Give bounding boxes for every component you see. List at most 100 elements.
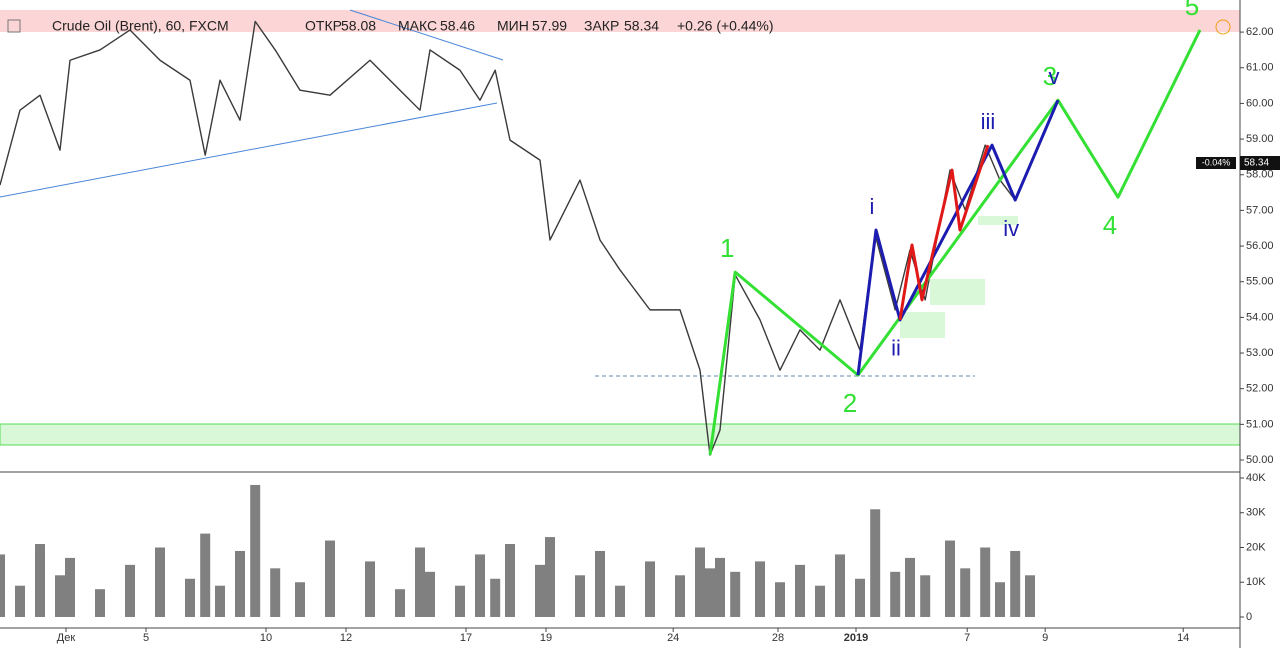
wave-line — [708, 29, 1202, 456]
symbol: Crude Oil (Brent), 60, FXCM — [52, 18, 229, 34]
volume-bar — [855, 578, 865, 617]
volume-bar — [475, 554, 485, 617]
change-badge: -0.04% — [1202, 157, 1231, 167]
volume-bar — [250, 484, 261, 617]
volume-bar — [835, 554, 845, 617]
volume-bar — [695, 547, 705, 617]
wave-label: 1 — [720, 233, 734, 263]
y-tick-label: 53.00 — [1246, 347, 1274, 359]
volume-bar — [730, 571, 741, 617]
x-tick-label: 5 — [143, 632, 149, 644]
volume-bar — [15, 585, 25, 617]
y-tick-label: 58.00 — [1246, 169, 1274, 181]
close-label: ЗАКР — [584, 18, 619, 34]
alert-icon[interactable] — [1215, 19, 1231, 35]
y-tick-label: 52.00 — [1246, 383, 1274, 395]
volume-bar — [615, 585, 625, 617]
volume-bar — [960, 568, 971, 617]
volume-bar — [215, 585, 225, 617]
y-tick-label: 51.00 — [1246, 418, 1274, 430]
y-tick-label: 60.00 — [1246, 97, 1274, 109]
x-tick-label: 9 — [1042, 632, 1048, 644]
x-tick-label: 14 — [1177, 632, 1189, 644]
volume-bar — [890, 571, 901, 617]
x-tick-label: 12 — [340, 632, 352, 644]
change: +0.26 (+0.44%) — [677, 18, 774, 34]
y-tick-label: 59.00 — [1246, 133, 1274, 145]
wave-label: 3 — [1043, 61, 1057, 91]
wave-line — [856, 99, 1060, 376]
volume-bar — [455, 585, 465, 617]
y-tick-label: 61.00 — [1246, 62, 1274, 74]
volume-bar — [415, 547, 425, 617]
x-tick-label: 10 — [260, 632, 272, 644]
volume-bar — [715, 557, 725, 617]
open: 58.08 — [341, 18, 376, 34]
volume-bar — [675, 575, 685, 617]
wave-label: ii — [891, 336, 901, 361]
volume-bar — [645, 561, 655, 617]
price-badge-bg — [1240, 156, 1280, 170]
close: 58.34 — [624, 18, 659, 34]
volume-bar — [795, 564, 805, 617]
volume-bar — [945, 540, 955, 617]
y-tick-label: 56.00 — [1246, 240, 1274, 252]
y-tick-label: 20K — [1246, 541, 1266, 553]
volume-bar — [95, 589, 105, 617]
wave-label: 2 — [843, 388, 857, 418]
volume-bar — [535, 564, 545, 617]
wave-label: iii — [981, 109, 996, 134]
wave-line — [898, 144, 990, 321]
change-badge-bg — [1196, 157, 1236, 169]
wave-label: 5 — [1185, 0, 1199, 21]
volume-bar — [775, 582, 785, 617]
y-tick-label: 30K — [1246, 507, 1266, 519]
wave-label: v — [1049, 64, 1060, 89]
volume-bar — [575, 575, 585, 617]
wave-label: iv — [1003, 216, 1019, 241]
high-label: МАКС — [398, 18, 437, 34]
volume-bar — [295, 582, 305, 617]
y-tick-label: 40K — [1246, 472, 1266, 484]
y-tick-label: 57.00 — [1246, 204, 1274, 216]
volume-bar — [1025, 575, 1035, 617]
volume-bar — [905, 557, 915, 617]
volume-bar — [270, 568, 281, 617]
volume-bar — [980, 547, 991, 617]
volume-bar — [35, 544, 45, 617]
low-label: МИН — [497, 18, 529, 34]
high: 58.46 — [440, 18, 475, 34]
x-tick-label: 17 — [460, 632, 472, 644]
volume-bar — [325, 540, 335, 617]
price-line — [0, 20, 1031, 456]
volume-bar — [705, 568, 715, 617]
x-tick-label: 19 — [540, 632, 552, 644]
volume-bar — [200, 533, 211, 617]
volume-bar — [870, 509, 881, 617]
zone — [930, 279, 985, 305]
y-tick-label: 0 — [1246, 611, 1252, 623]
wave-label: 4 — [1103, 210, 1117, 240]
collapse-icon[interactable] — [7, 19, 21, 33]
y-tick-label: 62.00 — [1246, 26, 1274, 38]
volume-bar — [815, 585, 825, 617]
open-label: ОТКР — [305, 18, 342, 34]
y-tick-label: 10K — [1246, 576, 1266, 588]
volume-bar — [995, 582, 1005, 617]
volume-bar — [545, 537, 555, 617]
y-tick-label: 55.00 — [1246, 276, 1274, 288]
volume-bar — [185, 578, 195, 617]
volume-bar — [235, 550, 245, 617]
zone — [978, 216, 1018, 225]
low: 57.99 — [532, 18, 567, 34]
volume-bar — [395, 589, 405, 617]
volume-bar — [425, 571, 435, 617]
volume-bar — [0, 554, 5, 617]
trendline — [0, 102, 498, 198]
zone — [900, 312, 945, 338]
x-tick-label: Дек — [57, 632, 76, 644]
price-badge: 58.34 — [1244, 158, 1269, 169]
x-tick-label: 7 — [964, 632, 970, 644]
